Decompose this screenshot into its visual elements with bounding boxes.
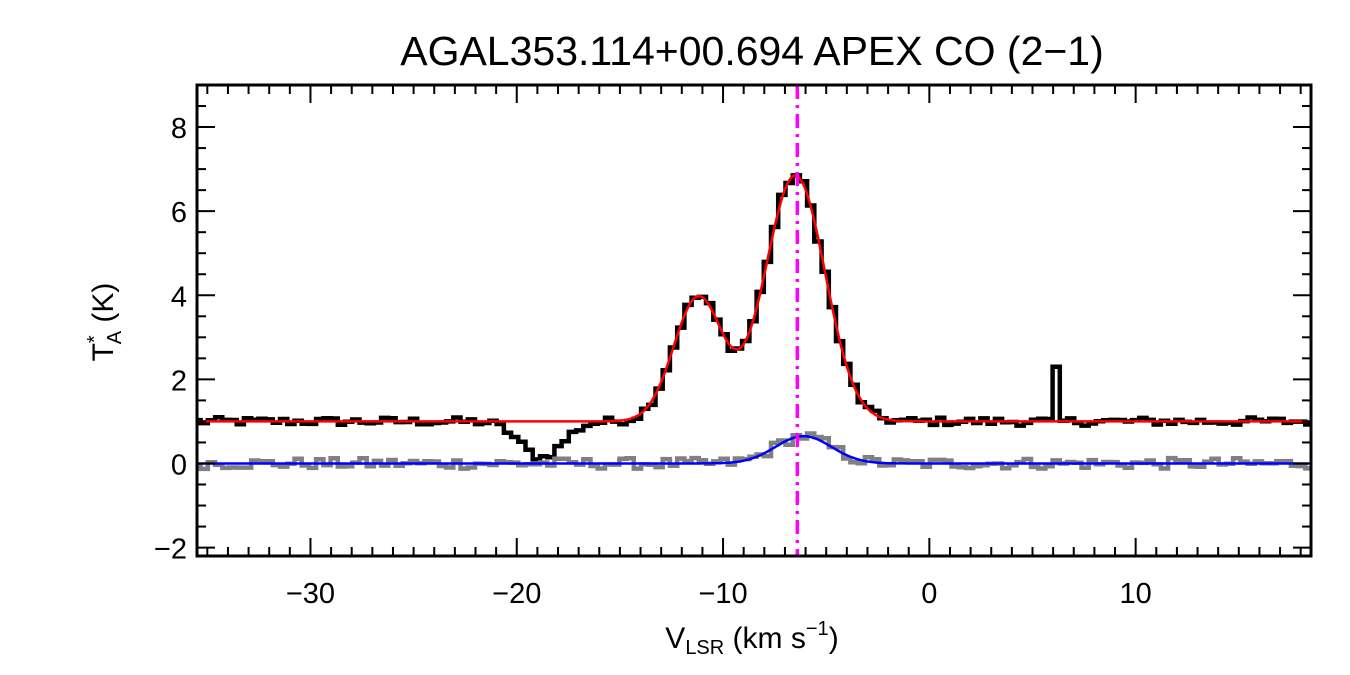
- x-tick-label: −10: [698, 578, 747, 610]
- x-tick-label: 10: [1120, 578, 1152, 610]
- y-tick-label: −2: [154, 534, 187, 566]
- x-axis-label-main: V: [665, 622, 685, 655]
- x-axis-label-unit: (km s: [724, 622, 806, 655]
- y-tick-label: 6: [171, 197, 187, 229]
- y-tick-label: 4: [171, 281, 187, 313]
- x-tick-label: 0: [921, 578, 937, 610]
- x-axis-label-sub: LSR: [685, 637, 724, 659]
- y-tick-label: 8: [171, 113, 187, 145]
- y-axis-label: T*A (K): [84, 283, 126, 362]
- series-1-fit: [197, 174, 1309, 423]
- y-axis-label-sup: *: [84, 335, 106, 343]
- y-tick-label: 2: [171, 365, 187, 397]
- series-3-fit: [197, 434, 1309, 465]
- y-tick-label: 0: [171, 449, 187, 481]
- x-tick-label: −20: [492, 578, 541, 610]
- chart-title: AGAL353.114+00.694 APEX CO (2−1): [400, 28, 1104, 74]
- y-axis-label-unit: (K): [87, 283, 120, 331]
- plot-frame: [195, 83, 1313, 558]
- plot-area: [197, 85, 1311, 556]
- y-axis-label-main: T: [87, 343, 120, 361]
- series-0-step: [197, 173, 1311, 462]
- x-axis-label-sup: −1: [806, 618, 829, 640]
- x-axis-label-close: ): [829, 622, 839, 655]
- x-tick-label: −30: [286, 578, 335, 610]
- y-axis-label-sub: A: [104, 330, 126, 344]
- x-axis-label: VLSR (km s−1): [665, 618, 838, 659]
